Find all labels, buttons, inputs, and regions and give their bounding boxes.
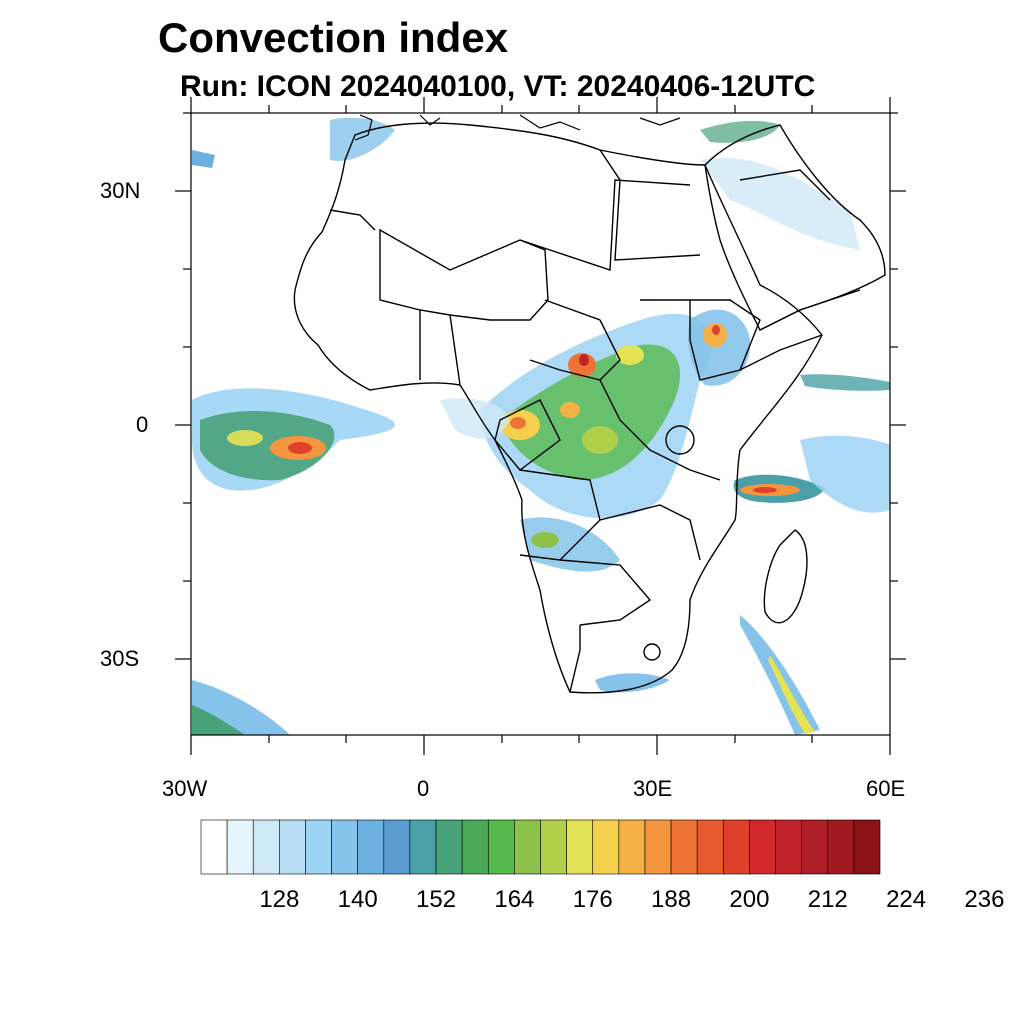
colorbar-swatch [592,819,620,875]
colorbar-tick-label: 164 [494,886,535,913]
colorbar-swatch [409,819,437,875]
europe-fragment [354,114,681,141]
colorbar-swatch [827,819,855,875]
colorbar-swatch [540,819,567,875]
colorbar-swatch [670,819,698,875]
colorbar-tick-label: 200 [729,886,770,913]
madagascar-outline [763,529,808,624]
colorbar [200,819,881,875]
colorbar-swatch [226,819,254,875]
colorbar-tick-label: 212 [807,886,848,913]
colorbar-tick-label: 236 [964,886,1005,913]
colorbar-swatch [383,819,411,875]
lat-label-30s: 30S [100,646,140,671]
axis-ticks [175,97,906,755]
colorbar-swatch [461,819,489,875]
africa-outline [293,122,823,694]
colorbar-swatch [775,819,802,875]
map-title: Convection index [158,14,509,61]
africa-coastline [293,122,823,694]
convection-fields [192,117,890,735]
colorbar-swatch [696,819,724,875]
colorbar-swatch [723,819,750,875]
colorbar-tick-label: 176 [572,886,613,913]
map-frame [190,112,891,736]
field-ethiopia [688,309,751,386]
lon-label-60e: 60E [866,776,906,801]
colorbar-tick-label: 224 [886,886,927,913]
colorbar-swatch [252,819,280,875]
lon-label-30w: 30W [162,776,208,801]
colorbar-tick-label: 152 [416,886,457,913]
colorbar-swatch [566,819,594,875]
colorbar-swatch [853,819,881,875]
lat-label-30n: 30N [100,178,141,203]
colorbar-swatch [279,819,306,875]
colorbar-swatch [435,819,463,875]
colorbar-swatch [305,819,332,875]
colorbar-swatch [801,819,829,875]
field-atlantic-core [200,410,335,481]
colorbar-swatch [514,819,541,875]
colorbar-swatch [618,819,646,875]
colorbar-swatch [331,819,358,875]
colorbar-swatch [644,819,672,875]
colorbar-swatch [357,819,385,875]
map-subtitle: Run: ICON 2024040100, VT: 20240406-12UTC [180,70,816,103]
arabia-outline [704,124,886,331]
lon-label-30e: 30E [633,776,673,801]
colorbar-swatch [749,819,776,875]
colorbar-swatch [200,819,228,875]
colorbar-tick-label: 128 [259,886,300,913]
lat-label-0: 0 [136,412,149,437]
lon-label-0: 0 [417,776,430,801]
colorbar-tick-label: 140 [337,886,378,913]
colorbar-swatch [487,819,515,875]
colorbar-tick-label: 188 [651,886,692,913]
